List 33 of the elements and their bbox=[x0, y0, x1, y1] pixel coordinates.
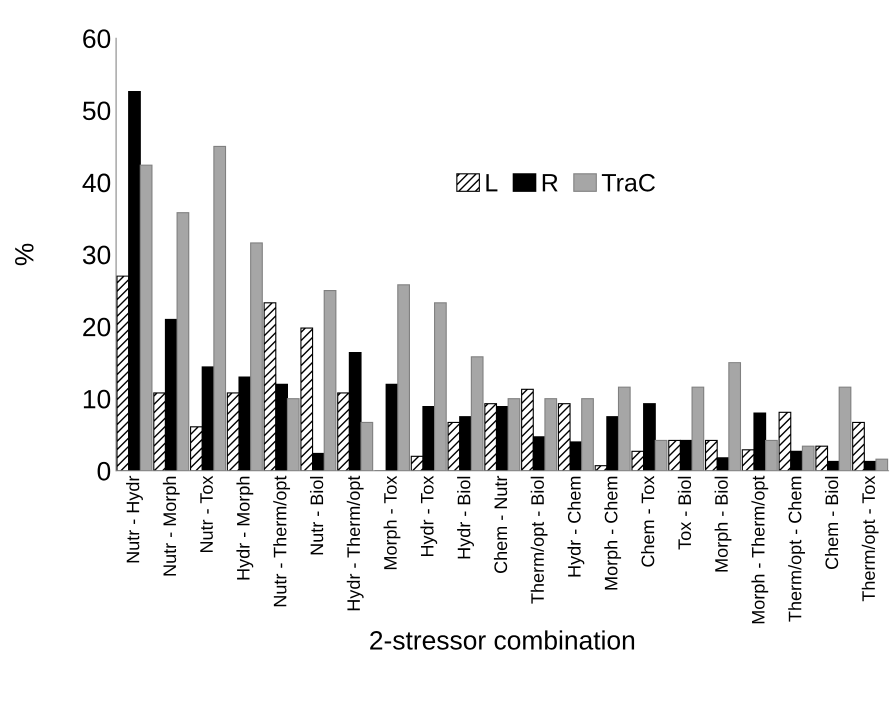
x-tick-label: Hydr - Morph bbox=[236, 476, 254, 580]
x-axis-title: 2-stressor combination bbox=[370, 630, 634, 650]
legend-label: L bbox=[486, 174, 498, 192]
x-tick-label: Tox - Biol bbox=[678, 476, 692, 550]
x-tick-label: Hydr - Chem bbox=[567, 476, 584, 576]
legend-label: TraC bbox=[602, 174, 655, 192]
x-tick-label: Morph - Biol bbox=[714, 476, 732, 572]
x-tick-label: Morph - Chem bbox=[604, 476, 622, 590]
y-tick-label: 0 bbox=[98, 462, 110, 481]
x-tick-label: Therm/opt - Biol bbox=[530, 476, 548, 604]
x-tick-label: Nutr - Hydr bbox=[126, 476, 143, 562]
x-tick-label: Hydr - Biol bbox=[457, 476, 474, 558]
legend-label: R bbox=[542, 174, 558, 192]
x-tick-label: Chem - Tox bbox=[641, 476, 654, 567]
x-tick-label: Morph - Tox bbox=[384, 476, 400, 570]
x-tick-label: Therm/opt - Tox bbox=[862, 476, 879, 602]
x-tick-label: Chem - Biol bbox=[824, 476, 838, 569]
y-tick-label: 40 bbox=[82, 174, 110, 192]
y-tick-label: 60 bbox=[83, 29, 110, 48]
x-tick-label: Hydr - Therm/opt bbox=[346, 476, 364, 610]
y-axis-title: % bbox=[15, 244, 34, 266]
x-tick-label: Nutr - Biol bbox=[310, 476, 324, 554]
x-tick-label: Morph - Therm/opt bbox=[751, 476, 768, 624]
x-tick-label: Nutr - Morph bbox=[162, 476, 180, 576]
y-tick-label: 30 bbox=[82, 246, 110, 264]
y-tick-label: 50 bbox=[82, 101, 110, 120]
x-tick-label: Hydr - Tox bbox=[420, 476, 438, 556]
x-tick-label: Nutr - Tox bbox=[200, 476, 213, 552]
y-tick-label: 20 bbox=[83, 318, 110, 336]
x-tick-label: Therm/opt - Chem bbox=[788, 476, 805, 622]
x-tick-label: Chem - Nutr bbox=[494, 476, 508, 573]
x-tick-label: Nutr - Therm/opt bbox=[273, 476, 290, 606]
y-tick-label: 10 bbox=[84, 390, 110, 408]
